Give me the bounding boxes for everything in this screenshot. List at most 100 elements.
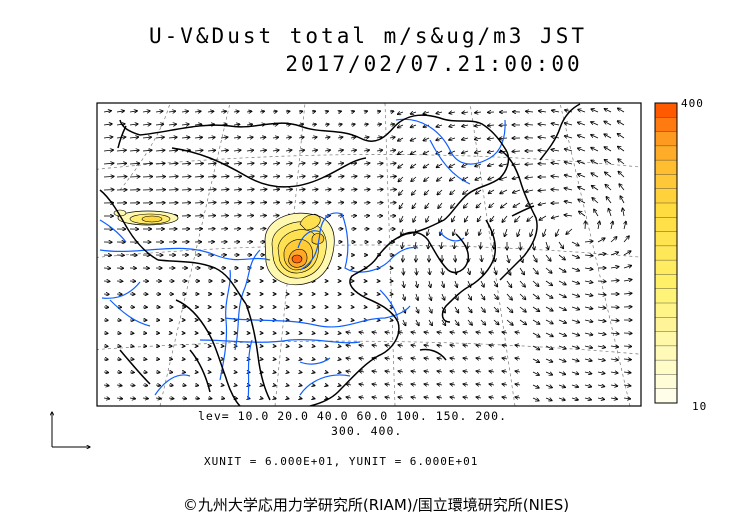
wind-vector xyxy=(532,371,539,375)
wind-vector xyxy=(533,241,534,250)
wind-vector xyxy=(403,280,404,288)
wind-vector xyxy=(116,398,123,399)
wind-vector xyxy=(129,124,138,125)
wind-vector xyxy=(207,216,216,217)
wind-vector xyxy=(512,151,521,152)
wind-vector xyxy=(428,241,429,249)
wind-vector xyxy=(410,138,417,141)
wind-vector xyxy=(489,397,495,398)
wind-vector xyxy=(221,398,225,399)
wind-vector xyxy=(597,372,605,374)
wind-vector xyxy=(558,280,566,285)
wind-vector xyxy=(532,280,539,286)
wind-vector xyxy=(412,189,417,195)
wind-vector xyxy=(129,111,137,112)
wind-vector xyxy=(532,384,539,388)
wind-vector xyxy=(532,345,540,350)
wind-vector xyxy=(350,150,356,151)
wind-vector xyxy=(578,187,586,191)
wind-vector xyxy=(337,189,344,190)
wind-vector xyxy=(437,358,443,359)
wind-vector xyxy=(376,176,383,177)
wind-vector xyxy=(489,384,495,385)
wind-vector xyxy=(424,345,430,346)
wind-vector xyxy=(437,189,443,195)
wind-vector xyxy=(299,398,302,399)
wind-vector xyxy=(372,371,378,372)
wind-vector xyxy=(584,294,593,296)
wind-vector xyxy=(385,358,391,359)
wind-vector xyxy=(578,109,586,112)
wind-vector xyxy=(450,345,456,346)
wind-vector xyxy=(475,112,482,113)
wind-vector xyxy=(610,267,619,268)
wind-vector xyxy=(490,215,495,222)
wind-vector xyxy=(610,252,619,256)
wind-vector xyxy=(285,176,292,177)
wind-vector xyxy=(571,254,579,258)
wind-vector xyxy=(272,215,279,216)
wind-vector xyxy=(571,372,579,374)
wind-vector xyxy=(610,333,619,334)
wind-vector xyxy=(597,281,606,282)
wind-vector xyxy=(584,333,593,335)
wind-vector xyxy=(129,398,136,399)
wind-vector xyxy=(618,146,625,152)
wind-vector xyxy=(272,150,279,151)
colorbar-max-label: 400 xyxy=(681,97,704,110)
wind-vector xyxy=(246,137,253,138)
wind-vector xyxy=(454,319,459,325)
wind-vector xyxy=(402,241,403,249)
wind-vector xyxy=(424,371,430,372)
wind-vector xyxy=(604,134,612,139)
wind-vector xyxy=(385,397,391,398)
colorbar-swatch xyxy=(655,231,677,247)
wind-vector xyxy=(591,122,599,126)
wind-vector xyxy=(506,319,513,325)
wind-vector xyxy=(311,150,318,151)
wind-vector xyxy=(181,124,189,125)
wind-vector xyxy=(493,293,498,299)
wind-vector xyxy=(168,150,178,151)
wind-vector xyxy=(480,306,485,312)
wind-vector xyxy=(155,137,164,138)
wind-vector xyxy=(450,397,456,398)
wind-vector xyxy=(532,319,540,324)
wind-vector xyxy=(525,124,534,125)
wind-vector xyxy=(259,202,267,203)
wind-vector xyxy=(479,228,481,235)
wind-vector xyxy=(530,228,534,237)
wind-vector xyxy=(584,268,593,269)
wind-vector xyxy=(519,306,526,312)
wind-vector xyxy=(168,137,177,138)
wind-vector xyxy=(489,332,495,333)
wind-vector xyxy=(337,150,343,151)
wind-vector xyxy=(592,198,599,204)
wind-vector xyxy=(481,267,483,275)
wind-vector xyxy=(606,197,612,204)
wind-vector xyxy=(298,124,304,125)
wind-vector xyxy=(476,371,482,372)
wind-vector xyxy=(403,267,404,275)
wind-vector xyxy=(359,397,365,398)
wind-vector xyxy=(403,293,405,300)
wind-vector xyxy=(480,319,486,325)
wind-vector xyxy=(233,163,241,164)
wind-vector xyxy=(493,319,499,325)
wind-vector xyxy=(311,189,318,190)
wind-vector xyxy=(515,384,521,385)
wind-vector xyxy=(259,189,267,190)
wind-vector xyxy=(220,202,229,203)
wind-vector xyxy=(597,398,605,400)
wind-vector xyxy=(610,372,618,373)
wind-vector xyxy=(538,137,547,138)
wind-vector xyxy=(429,267,430,275)
wind-vector xyxy=(399,202,404,209)
wind-vector xyxy=(451,202,456,208)
wind-vector xyxy=(476,189,482,194)
wind-vector xyxy=(578,199,586,204)
wind-vector xyxy=(285,163,292,164)
wind-vector xyxy=(437,332,443,333)
colorbar-min-label: 10 xyxy=(692,400,708,413)
wind-vector xyxy=(324,124,329,125)
